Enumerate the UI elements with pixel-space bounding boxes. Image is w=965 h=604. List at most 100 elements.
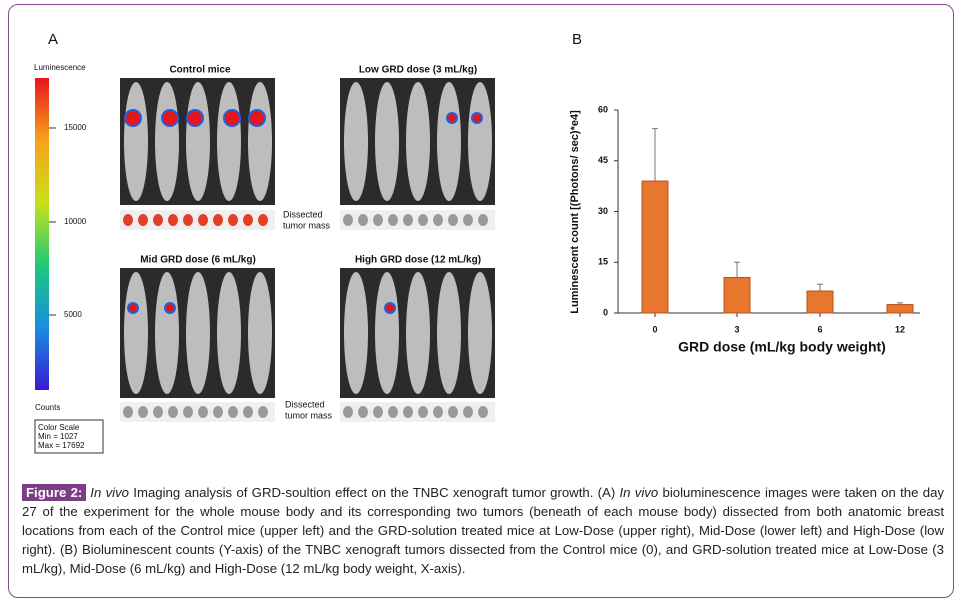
tumor [198, 406, 208, 418]
y-tick-label: 45 [598, 155, 608, 165]
tumor [258, 214, 268, 226]
tumor [183, 214, 193, 226]
group-title: Control mice [169, 65, 231, 76]
tumor [168, 214, 178, 226]
x-tick-label: 6 [817, 324, 822, 334]
mouse-body [186, 272, 210, 394]
signal-spot [223, 109, 241, 127]
x-tick-label: 0 [652, 324, 657, 334]
tumor [478, 214, 488, 226]
mouse-body [468, 82, 492, 201]
tumor [138, 214, 148, 226]
caption-text: In vivo [90, 485, 130, 500]
tumor [183, 406, 193, 418]
y-tick-label: 15 [598, 257, 608, 267]
tumor [153, 406, 163, 418]
counts-label: Counts [35, 403, 60, 412]
caption-text: In vivo [619, 485, 659, 500]
figure: A Luminescence 15000 10000 5000 Counts Color S… [34, 31, 920, 454]
scale-tick-label: 15000 [64, 123, 87, 132]
bar [641, 180, 669, 314]
tumor [418, 214, 428, 226]
caption-text: bioluminescence images were taken on the… [22, 485, 944, 576]
dissected-label: Dissected [283, 209, 323, 219]
scale-title: Luminescence [34, 63, 86, 72]
x-tick-label: 3 [734, 324, 739, 334]
figure-label: Figure 2: [22, 484, 87, 501]
mouse-body [124, 82, 148, 201]
dissected-label: tumor mass [283, 220, 331, 230]
signal-spot [384, 302, 396, 314]
figure-frame [8, 4, 954, 598]
mouse-body [406, 272, 430, 394]
tumor [123, 214, 133, 226]
tumor [168, 406, 178, 418]
tumor [433, 214, 443, 226]
caption-text: Imaging analysis of GRD-soultion effect … [129, 485, 620, 500]
x-tick-label: 12 [895, 324, 905, 334]
tumor [258, 406, 268, 418]
mouse-body [155, 82, 179, 201]
signal-spot [471, 112, 483, 124]
tumor [228, 214, 238, 226]
tumor [153, 214, 163, 226]
mouse-body [217, 82, 241, 201]
mouse-body [437, 82, 461, 201]
tumor [358, 406, 368, 418]
tumor [448, 214, 458, 226]
mouse-body [437, 272, 461, 394]
tumor [448, 406, 458, 418]
signal-spot [161, 109, 179, 127]
tumor [228, 406, 238, 418]
scale-tick-label: 10000 [64, 217, 87, 226]
color-scale-text: Max = 17692 [38, 441, 85, 450]
tumor [478, 406, 488, 418]
tumor [123, 406, 133, 418]
tumor [138, 406, 148, 418]
signal-spot [127, 302, 139, 314]
signal-spot [248, 109, 266, 127]
mouse-body [375, 272, 399, 394]
y-tick-label: 0 [603, 307, 608, 317]
tumor [388, 406, 398, 418]
tumor [243, 406, 253, 418]
y-axis-label: Luminescent count [(Photons/ sec)*e4] [569, 110, 581, 314]
mouse-body [248, 272, 272, 394]
tumor [403, 406, 413, 418]
signal-spot [164, 302, 176, 314]
mouse-body [468, 272, 492, 394]
mouse-body [406, 82, 430, 201]
signal-spot [186, 109, 204, 127]
bar [806, 290, 834, 314]
mouse-body [344, 272, 368, 394]
color-scale-text: Min = 1027 [38, 432, 78, 441]
mouse-body [155, 272, 179, 394]
color-scale-text: Color Scale [38, 423, 80, 432]
tumor [358, 214, 368, 226]
mouse-body [124, 272, 148, 394]
tumor [243, 214, 253, 226]
y-tick-label: 60 [598, 104, 608, 114]
tumor [463, 214, 473, 226]
tumor [198, 214, 208, 226]
tumor [388, 214, 398, 226]
caption: Figure 2: In vivo Imaging analysis of GRD… [22, 483, 944, 578]
tumor [213, 406, 223, 418]
dissected-label: Dissected [285, 399, 325, 409]
color-scale-box [34, 419, 104, 454]
bar [886, 304, 914, 314]
mouse-body [375, 82, 399, 201]
tumor [373, 214, 383, 226]
tumor [343, 214, 353, 226]
color-bar [35, 78, 49, 390]
panel-label: B [572, 31, 582, 48]
tumor [373, 406, 383, 418]
tumor [418, 406, 428, 418]
panel-label: A [48, 31, 58, 48]
dissected-label: tumor mass [285, 410, 333, 420]
y-tick-label: 30 [598, 206, 608, 216]
mouse-body [344, 82, 368, 201]
mouse-body [248, 82, 272, 201]
signal-spot [124, 109, 142, 127]
bar [723, 276, 751, 314]
